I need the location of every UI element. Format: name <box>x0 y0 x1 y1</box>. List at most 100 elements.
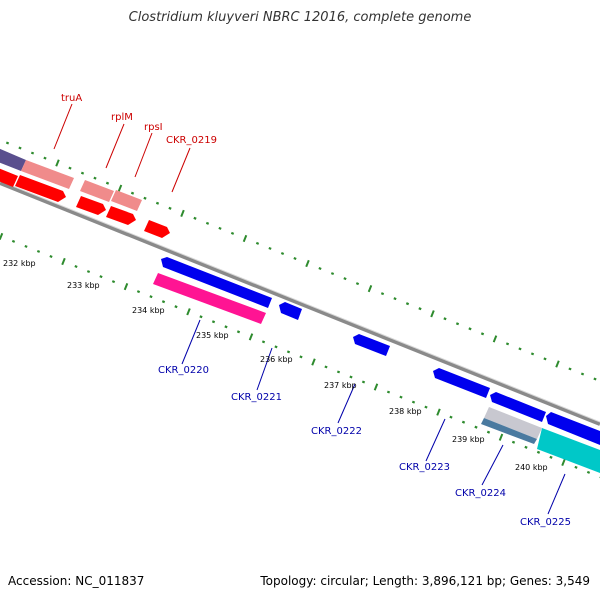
minor-tick <box>5 141 10 145</box>
minor-tick <box>411 400 416 404</box>
scale-label: 238 kbp <box>389 407 422 416</box>
major-tick <box>430 310 435 318</box>
major-tick <box>186 308 191 316</box>
label-CKR_0220: CKR_0220 <box>158 365 209 376</box>
major-tick <box>561 458 566 466</box>
feature-rpsI[interactable] <box>111 190 142 211</box>
minor-tick <box>268 246 272 250</box>
minor-tick <box>530 352 535 356</box>
minor-tick <box>136 290 141 294</box>
feature-forward-cds[interactable] <box>15 175 66 202</box>
minor-tick <box>93 176 97 180</box>
label-rpsI: rpsI <box>144 122 163 133</box>
minor-tick <box>318 266 322 271</box>
feature-CKR_0220[interactable] <box>161 257 272 308</box>
scale-labels: 232 kbp 233 kbp 234 kbp 235 kbp 236 kbp … <box>3 259 548 472</box>
feature-CKR_0225-cyan[interactable] <box>537 428 600 473</box>
minor-tick <box>36 249 41 253</box>
feature-CKR_0222[interactable] <box>353 334 390 356</box>
minor-tick <box>299 355 303 359</box>
feature-CKR_0220-rna[interactable] <box>153 273 266 324</box>
major-tick <box>305 259 310 268</box>
minor-tick <box>393 297 397 301</box>
minor-tick <box>355 282 360 286</box>
minor-tick <box>455 322 460 326</box>
feature-CKR_0223[interactable] <box>433 368 490 398</box>
feature-CKR_0225[interactable] <box>546 412 600 445</box>
minor-tick <box>280 251 285 256</box>
minor-tick <box>293 256 297 261</box>
minor-tick <box>330 272 335 276</box>
minor-tick <box>218 226 222 230</box>
accession-text: Accession: NC_011837 <box>8 574 145 588</box>
minor-tick <box>361 380 366 384</box>
minor-tick <box>349 375 353 379</box>
minor-tick <box>486 430 491 434</box>
minor-tick <box>449 415 453 419</box>
tick-marks <box>0 141 600 479</box>
feature-truA-cds[interactable] <box>0 168 18 187</box>
minor-tick <box>205 221 210 225</box>
label-CKR_0219: CKR_0219 <box>166 135 217 146</box>
minor-tick <box>574 465 578 469</box>
feature-rpsI-cds[interactable] <box>106 206 136 225</box>
label-CKR_0223: CKR_0223 <box>399 462 450 473</box>
feature-CKR_0224-steel[interactable] <box>481 418 537 444</box>
feature-rplM-cds[interactable] <box>76 196 106 215</box>
scale-label: 236 kbp <box>260 355 293 364</box>
feature-CKR_0224[interactable] <box>490 392 546 422</box>
minor-tick <box>111 280 116 284</box>
major-tick <box>311 358 316 366</box>
minor-tick <box>480 332 485 336</box>
minor-tick <box>443 317 447 321</box>
minor-tick <box>399 395 403 399</box>
major-tick <box>55 159 60 167</box>
minor-tick <box>168 206 172 210</box>
minor-tick <box>461 420 466 424</box>
minor-tick <box>236 330 241 334</box>
scale-label: 239 kbp <box>452 435 485 444</box>
feature-CKR_0224-gray[interactable] <box>484 407 542 439</box>
minor-tick <box>286 350 291 354</box>
feature-forward[interactable] <box>0 148 26 171</box>
major-tick <box>123 283 129 291</box>
reverse-features <box>153 257 600 473</box>
minor-tick <box>230 231 235 235</box>
minor-tick <box>405 302 410 306</box>
minor-tick <box>99 275 103 279</box>
minor-tick <box>74 264 78 269</box>
feature-truA[interactable] <box>21 160 74 189</box>
minor-tick <box>505 342 510 346</box>
label-CKR_0222: CKR_0222 <box>311 426 362 437</box>
minor-tick <box>518 347 522 351</box>
major-tick <box>367 285 373 293</box>
major-tick <box>555 360 560 368</box>
major-tick <box>373 383 379 391</box>
minor-tick <box>161 300 166 304</box>
major-tick <box>498 433 504 441</box>
scale-label: 240 kbp <box>515 463 548 472</box>
label-truA: truA <box>61 93 82 104</box>
major-tick <box>242 234 248 243</box>
major-tick <box>61 257 66 266</box>
minor-tick <box>336 370 341 374</box>
label-CKR_0221: CKR_0221 <box>231 392 282 403</box>
minor-tick <box>424 405 428 409</box>
label-CKR_0225: CKR_0225 <box>520 517 571 528</box>
minor-tick <box>568 367 572 371</box>
feature-CKR_0219[interactable] <box>144 220 170 238</box>
minor-tick <box>130 191 135 195</box>
minor-tick <box>174 305 178 309</box>
scale-label: 237 kbp <box>324 381 357 390</box>
feature-rplM[interactable] <box>80 180 114 202</box>
minor-tick <box>43 156 47 160</box>
feature-CKR_0221[interactable] <box>279 302 302 320</box>
minor-tick <box>155 201 160 205</box>
minor-tick <box>580 372 585 376</box>
minor-tick <box>386 390 391 394</box>
minor-tick <box>143 196 147 200</box>
label-CKR_0224: CKR_0224 <box>455 488 506 499</box>
minor-tick <box>11 239 16 243</box>
major-tick <box>180 209 185 217</box>
major-tick <box>117 184 123 192</box>
